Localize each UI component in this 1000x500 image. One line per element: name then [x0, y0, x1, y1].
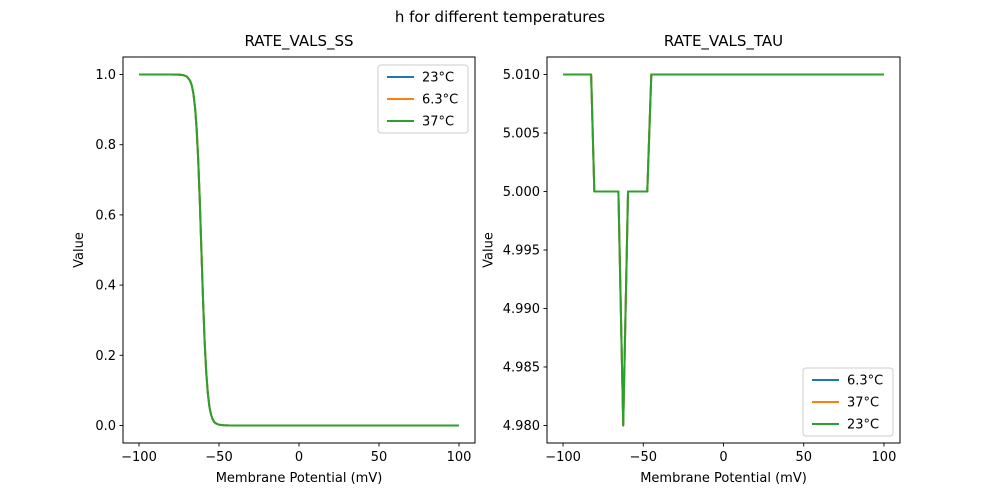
y-axis-label: Value: [482, 232, 497, 268]
legend: 23°C 6.3°C 37°C: [377, 64, 469, 134]
y-tick-label: 5.005: [503, 127, 540, 142]
legend-label: 37°C: [847, 396, 879, 411]
axes-rate-vals-ss: −100 −50 0 50 100 0.0 0.2 0.4 0.6 0.8 1.0 RATE_VALS…: [72, 32, 476, 486]
legend-label: 6.3°C: [847, 374, 883, 389]
chart-title: RATE_VALS_SS: [244, 32, 353, 51]
y-axis-label: Value: [72, 232, 87, 268]
legend: 6.3°C 37°C 23°C: [802, 367, 894, 437]
chart-canvas: −100 −50 0 50 100 4.980 4.985 4.990 4.995 5.000 5.…: [482, 32, 901, 486]
x-tick-label: 100: [872, 450, 897, 465]
x-tick-label: −100: [545, 450, 581, 465]
chart-canvas: −100 −50 0 50 100 0.0 0.2 0.4 0.6 0.8 1.0 RATE_VALS…: [72, 32, 476, 486]
axes-rate-vals-tau: −100 −50 0 50 100 4.980 4.985 4.990 4.995 5.000 5.…: [482, 32, 901, 486]
legend-frame: [802, 367, 894, 437]
legend-label: 37°C: [422, 115, 454, 130]
y-tick-label: 0.0: [95, 419, 116, 434]
x-tick-label: 100: [447, 450, 472, 465]
y-tick-label: 0.2: [95, 349, 116, 364]
y-tick-label: 4.990: [503, 302, 540, 317]
legend-label: 6.3°C: [422, 93, 458, 108]
x-axis-label: Membrane Potential (mV): [216, 471, 383, 486]
series-line-23°C: [563, 73, 884, 427]
plot-area: [139, 73, 459, 427]
plot-area: [563, 73, 884, 427]
x-tick-label: 50: [371, 450, 388, 465]
axes-frame: [122, 56, 476, 444]
y-tick-label: 5.010: [503, 68, 540, 83]
y-tick-label: 0.4: [95, 279, 116, 294]
chart-title: RATE_VALS_TAU: [664, 32, 783, 51]
y-tick-label: 0.8: [95, 138, 116, 153]
x-tick-label: −50: [205, 450, 232, 465]
x-tick-label: 50: [795, 450, 812, 465]
y-tick-label: 4.995: [503, 244, 540, 259]
y-tick-label: 5.000: [503, 185, 540, 200]
x-tick-label: −50: [630, 450, 657, 465]
series-line-37°C: [139, 73, 459, 427]
y-tick-label: 4.980: [503, 419, 540, 434]
x-tick-label: 0: [719, 450, 727, 465]
axes-frame: [546, 56, 901, 444]
x-axis-label: Membrane Potential (mV): [640, 471, 807, 486]
legend-frame: [377, 64, 469, 134]
figure-suptitle: h for different temperatures: [394, 8, 606, 26]
y-tick-label: 4.985: [503, 360, 540, 375]
x-tick-label: 0: [295, 450, 303, 465]
legend-label: 23°C: [847, 418, 879, 433]
x-tick-label: −100: [121, 450, 157, 465]
y-tick-label: 0.6: [95, 208, 116, 223]
y-tick-label: 1.0: [95, 68, 116, 83]
legend-label: 23°C: [422, 71, 454, 86]
